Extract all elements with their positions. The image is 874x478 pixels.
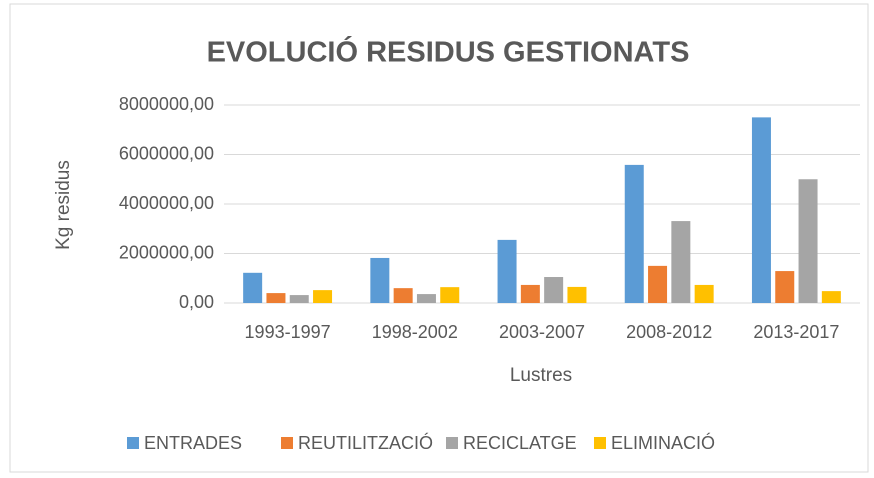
bar (520, 284, 540, 303)
bar (671, 221, 691, 303)
bar (751, 117, 771, 303)
x-tick-label: 1993-1997 (245, 322, 331, 342)
y-tick-label: 2000000,00 (119, 242, 214, 262)
bar (243, 272, 263, 303)
bar (567, 286, 587, 303)
y-axis-label: Kg residus (53, 160, 74, 250)
bar (313, 290, 333, 303)
legend-label: ENTRADES (144, 433, 242, 453)
bar (497, 239, 517, 303)
bar (266, 293, 286, 303)
x-tick-label: 2008-2012 (626, 322, 712, 342)
bar (798, 179, 818, 303)
bar (694, 284, 714, 303)
bar (393, 288, 413, 303)
x-axis-label: Lustres (510, 365, 572, 386)
bar (624, 164, 644, 303)
x-tick-label: 2013-2017 (753, 322, 839, 342)
y-tick-label: 4000000,00 (119, 193, 214, 213)
bar (648, 265, 668, 303)
chart-border (9, 3, 869, 473)
bar (821, 291, 841, 303)
legend-swatch (281, 437, 293, 449)
legend-swatch (446, 437, 458, 449)
bar (775, 271, 795, 303)
legend-label: RECICLATGE (463, 433, 577, 453)
chart-title: EVOLUCIÓ RESIDUS GESTIONATS (207, 35, 690, 69)
legend-label: REUTILITZACIÓ (298, 432, 433, 453)
bar (370, 257, 390, 303)
y-tick-label: 8000000,00 (119, 94, 214, 114)
x-tick-label: 1998-2002 (372, 322, 458, 342)
legend-swatch (594, 437, 606, 449)
bar (544, 277, 564, 303)
bar (440, 287, 460, 303)
legend-swatch (127, 437, 139, 449)
bar (416, 294, 436, 303)
y-tick-label: 6000000,00 (119, 143, 214, 163)
legend-label: ELIMINACIÓ (611, 432, 715, 453)
bar (289, 295, 309, 303)
x-tick-label: 2003-2007 (499, 322, 585, 342)
y-tick-label: 0,00 (179, 292, 214, 312)
